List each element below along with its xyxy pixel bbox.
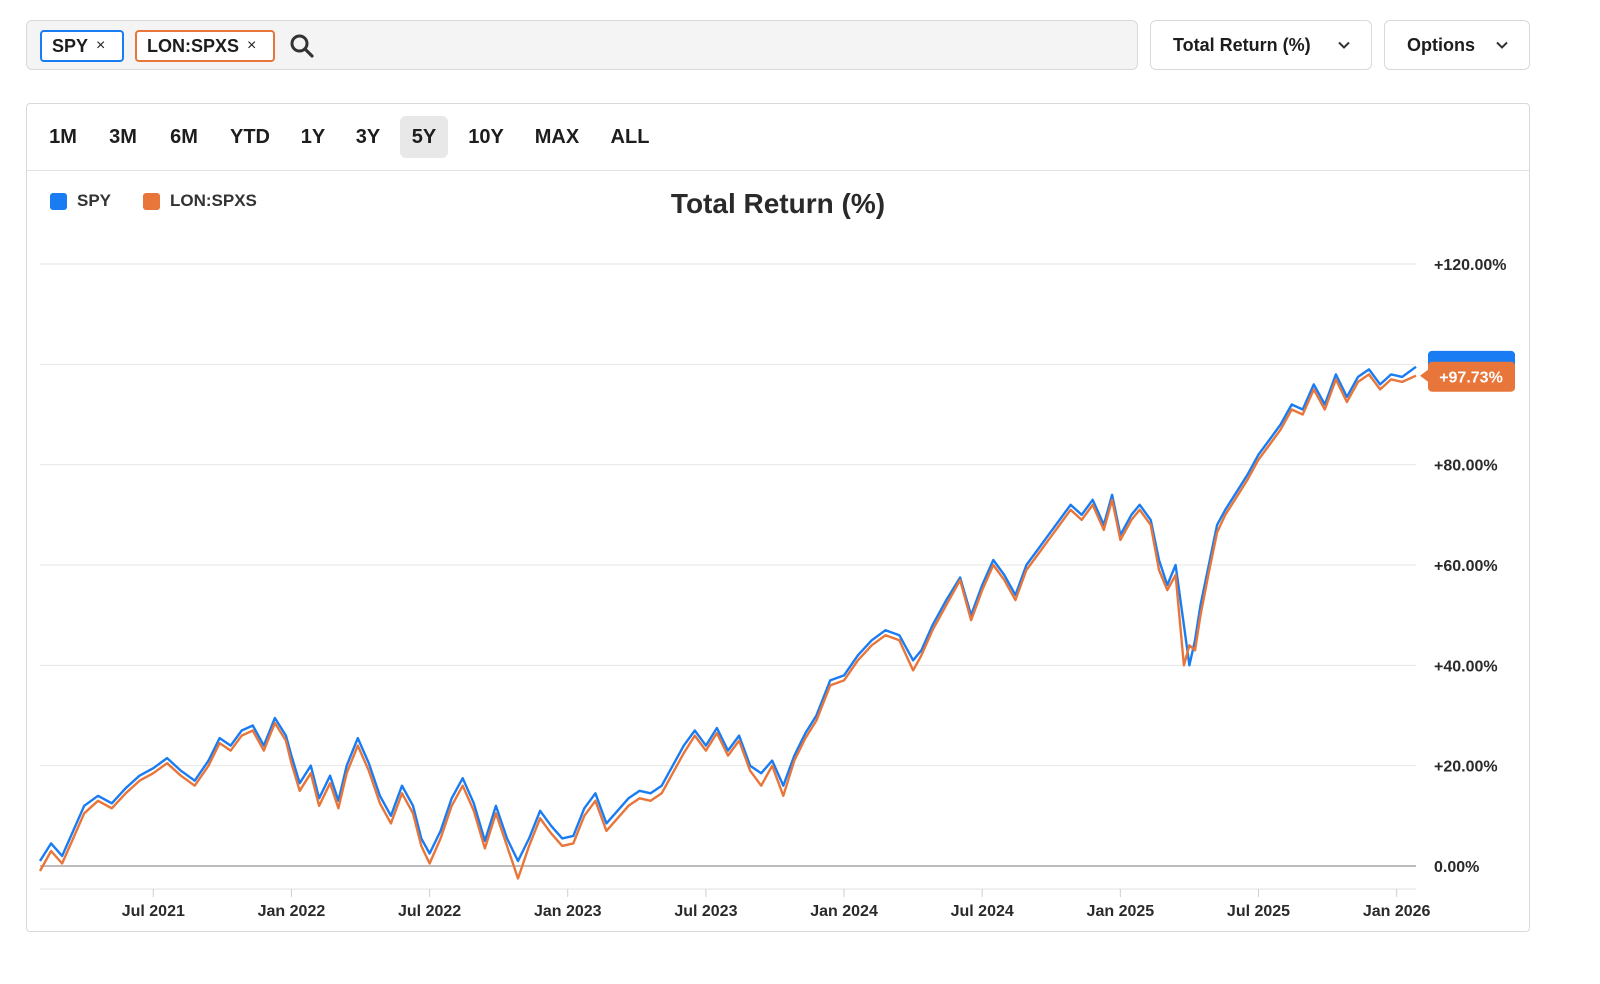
range-max[interactable]: MAX xyxy=(534,126,580,148)
range-all[interactable]: ALL xyxy=(610,126,650,148)
range-3y[interactable]: 3Y xyxy=(355,126,381,148)
y-tick-label: +20.00% xyxy=(1434,759,1498,776)
range-ytd[interactable]: YTD xyxy=(230,126,270,148)
range-1m[interactable]: 1M xyxy=(49,126,77,148)
ticker-chip-label: SPY xyxy=(52,35,89,56)
chevron-down-icon xyxy=(1338,41,1350,49)
x-tick-label: Jul 2023 xyxy=(674,903,737,920)
x-tick-label: Jul 2021 xyxy=(122,903,185,920)
ticker-chip-label: LON:SPXS xyxy=(147,35,240,56)
ticker-chip-spy[interactable]: SPY × xyxy=(40,30,124,62)
x-tick-label: Jan 2023 xyxy=(534,903,602,920)
x-tick-label: Jan 2025 xyxy=(1087,903,1155,920)
y-tick-label: +120.00% xyxy=(1434,257,1507,274)
remove-ticker-icon[interactable]: × xyxy=(96,37,106,54)
chevron-down-icon xyxy=(1496,41,1508,49)
x-tick-label: Jan 2022 xyxy=(258,903,326,920)
range-1y[interactable]: 1Y xyxy=(300,126,326,148)
search-icon[interactable] xyxy=(289,33,315,59)
y-tick-label: 0.00% xyxy=(1434,859,1479,876)
series-line-spy xyxy=(38,365,1417,863)
range-6m[interactable]: 6M xyxy=(170,126,198,148)
last-value-label: +97.73% xyxy=(1439,370,1503,387)
range-3m[interactable]: 3M xyxy=(109,126,137,148)
ticker-chip-spxs[interactable]: LON:SPXS × xyxy=(135,30,275,62)
range-5y[interactable]: 5Y xyxy=(400,116,448,158)
options-dropdown[interactable]: Options xyxy=(1384,20,1530,70)
legend-item-spxs[interactable]: LON:SPXS xyxy=(143,191,257,211)
legend-item-spy[interactable]: SPY xyxy=(50,191,111,211)
y-tick-label: +80.00% xyxy=(1434,458,1498,475)
remove-ticker-icon[interactable]: × xyxy=(247,37,257,54)
x-tick-label: Jul 2025 xyxy=(1227,903,1290,920)
last-value-badge-spxs xyxy=(1428,361,1515,392)
y-tick-label: +60.00% xyxy=(1434,558,1498,575)
chart-panel: 1M 3M 6M YTD 1Y 3Y 5Y 10Y MAX ALL xyxy=(26,103,1530,932)
y-tick-label: +40.00% xyxy=(1434,658,1498,675)
options-dropdown-label: Options xyxy=(1407,34,1475,55)
x-tick-label: Jan 2024 xyxy=(810,903,878,920)
series-line-lonspxs xyxy=(38,373,1417,880)
time-range-bar: 1M 3M 6M YTD 1Y 3Y 5Y 10Y MAX ALL xyxy=(27,104,1529,171)
metric-dropdown-label: Total Return (%) xyxy=(1173,34,1311,55)
chart-title: Total Return (%) xyxy=(670,188,886,219)
ticker-search-bar[interactable]: SPY × LON:SPXS × xyxy=(26,20,1138,70)
legend-label: SPY xyxy=(77,191,112,210)
x-tick-label: Jul 2022 xyxy=(398,903,461,920)
legend-swatch xyxy=(50,192,67,210)
range-10y[interactable]: 10Y xyxy=(468,126,504,148)
metric-dropdown[interactable]: Total Return (%) xyxy=(1150,20,1372,70)
legend-label: LON:SPXS xyxy=(170,191,257,210)
legend-swatch xyxy=(143,192,160,210)
x-tick-label: Jan 2026 xyxy=(1363,903,1431,920)
x-tick-label: Jul 2024 xyxy=(951,903,1014,920)
last-value-pointer xyxy=(1420,369,1428,382)
